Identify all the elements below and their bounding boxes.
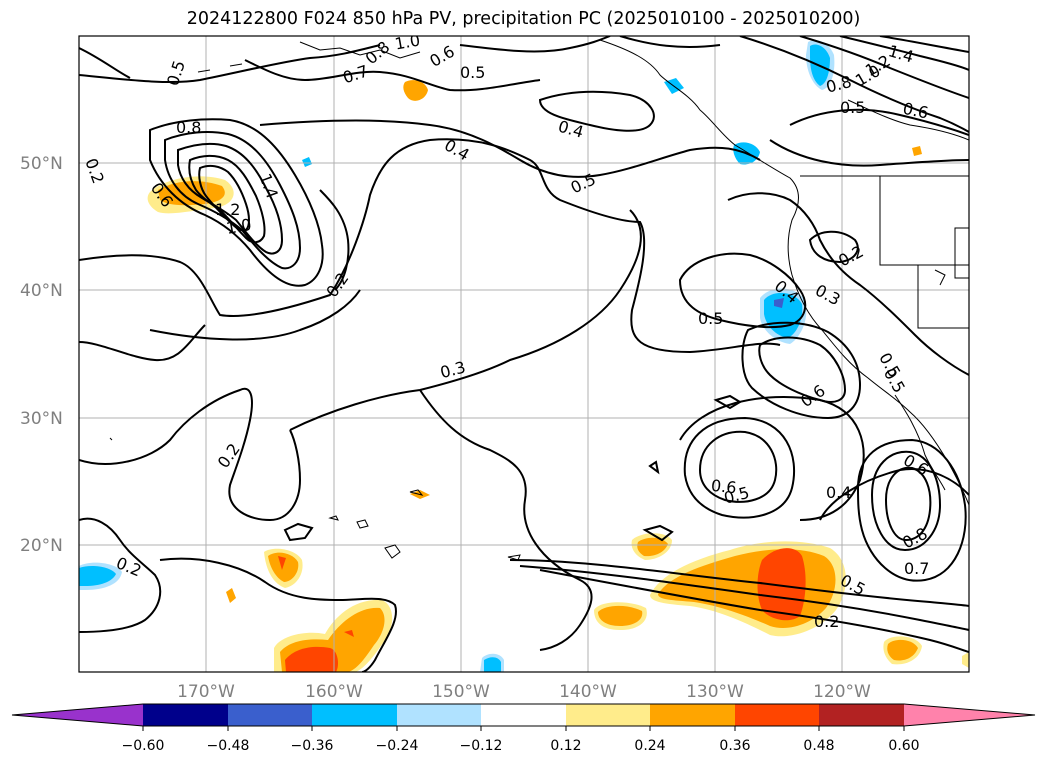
lon-tick-label: 140°W bbox=[559, 682, 617, 702]
colorbar-tick-label: −0.36 bbox=[291, 738, 334, 754]
colorbar-segment bbox=[566, 704, 650, 726]
contour-label: 0.2 bbox=[814, 612, 839, 631]
colorbar-segment bbox=[735, 704, 819, 726]
contour-label: 0.7 bbox=[904, 559, 929, 578]
colorbar-tick-label: −0.60 bbox=[122, 738, 165, 754]
colorbar-segment bbox=[481, 704, 566, 726]
colorbar-tick-label: 0.60 bbox=[888, 738, 919, 754]
pv-contours bbox=[79, 36, 969, 672]
colorbar-tick-label: −0.12 bbox=[460, 738, 503, 754]
colorbar-segment bbox=[312, 704, 397, 726]
colorbar-tick-label: 0.48 bbox=[803, 738, 834, 754]
colorbar-segment bbox=[650, 704, 735, 726]
lon-tick-label: 130°W bbox=[686, 682, 744, 702]
lon-tick-labels: 170°W 160°W 150°W 140°W 130°W 120°W bbox=[177, 682, 871, 702]
colorbar-tick-label: 0.24 bbox=[634, 738, 665, 754]
contour-label: 0.5 bbox=[840, 98, 865, 117]
contour-label: 0.8 bbox=[176, 118, 201, 137]
colorbar-tick-label: −0.48 bbox=[207, 738, 250, 754]
lon-tick-label: 160°W bbox=[305, 682, 363, 702]
precip-positive-shading bbox=[147, 80, 969, 672]
map-title: 2024122800 F024 850 hPa PV, precipitatio… bbox=[186, 9, 861, 29]
contour-label: 1.0 bbox=[393, 30, 421, 53]
coastlines bbox=[109, 39, 969, 561]
contour-label: 1.0 bbox=[225, 215, 253, 238]
contour-label: 0.5 bbox=[460, 63, 485, 82]
colorbar-tick-label: −0.24 bbox=[376, 738, 419, 754]
map-frame bbox=[78, 35, 970, 673]
lat-tick-labels: 50°N 40°N 30°N 20°N bbox=[20, 154, 63, 556]
colorbar-segment bbox=[819, 704, 904, 726]
colorbar-extend-left bbox=[12, 704, 143, 726]
colorbar: −0.60 −0.48 −0.36 −0.24 −0.12 0.12 0.24 … bbox=[11, 703, 1036, 754]
lat-tick-label: 40°N bbox=[20, 281, 63, 301]
lat-tick-label: 30°N bbox=[20, 409, 63, 429]
lon-tick-label: 150°W bbox=[432, 682, 490, 702]
contour-label: 0.5 bbox=[698, 309, 723, 328]
colorbar-tick-label: 0.12 bbox=[550, 738, 581, 754]
colorbar-segment bbox=[143, 704, 228, 726]
contour-label: 1.2 bbox=[215, 200, 240, 219]
lat-tick-label: 50°N bbox=[20, 154, 63, 174]
lon-tick-label: 120°W bbox=[813, 682, 871, 702]
contour-label: 0.4 bbox=[826, 483, 851, 502]
contour-label: 0.6 bbox=[710, 476, 737, 498]
colorbar-extend-right bbox=[904, 704, 1035, 726]
colorbar-tick-label: 0.36 bbox=[719, 738, 750, 754]
contour-label: 0.6 bbox=[901, 99, 930, 123]
lon-tick-label: 170°W bbox=[177, 682, 235, 702]
colorbar-segment bbox=[228, 704, 312, 726]
colorbar-segment bbox=[397, 704, 481, 726]
lat-tick-label: 20°N bbox=[20, 536, 63, 556]
